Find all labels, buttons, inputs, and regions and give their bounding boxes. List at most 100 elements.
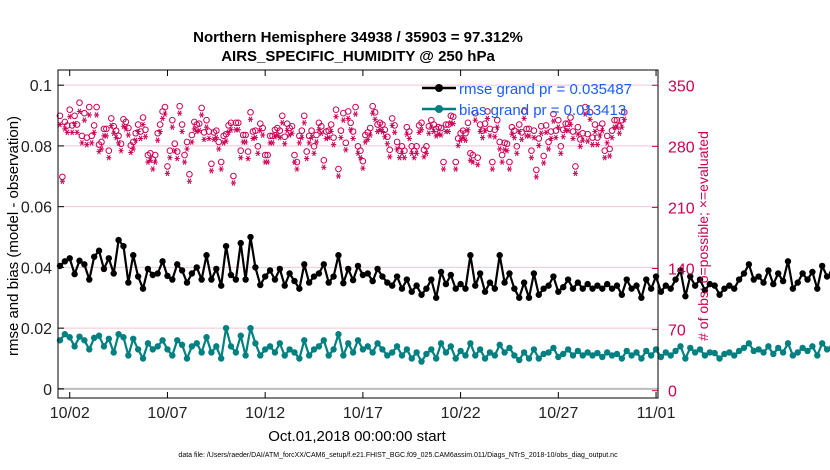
obs-possible-marker: [66, 106, 74, 114]
obs-evaluated-marker: [548, 135, 554, 142]
bias-point: [86, 346, 93, 353]
obs-possible-marker: [445, 121, 452, 128]
rmse-point: [90, 253, 98, 260]
obs-possible-marker: [359, 157, 367, 165]
rmse-point: [437, 268, 445, 276]
footer-data-file: data file: /Users/raeder/DAI/ATM_forcXX/…: [178, 452, 618, 459]
obs-evaluated-marker: [91, 129, 97, 136]
obs-possible-marker: [550, 110, 557, 118]
obs-possible-marker: [291, 151, 298, 159]
obs-evaluated-marker: [460, 134, 466, 141]
rmse-point: [203, 252, 210, 259]
bias-point: [540, 350, 547, 358]
rmse-point: [457, 280, 464, 288]
bias-point: [110, 349, 117, 356]
bias-point: [628, 352, 635, 359]
obs-possible-marker: [98, 138, 105, 146]
rmse-point: [266, 267, 274, 274]
rmse-point: [105, 255, 113, 262]
bias-point: [569, 352, 577, 359]
bias-point: [784, 340, 792, 347]
obs-evaluated-marker: [504, 147, 510, 154]
rmse-point: [691, 282, 699, 289]
obs-possible-marker: [423, 143, 430, 150]
obs-possible-marker: [418, 119, 425, 127]
obs-evaluated-marker: [79, 140, 85, 146]
obs-possible-marker: [105, 147, 113, 155]
rmse-point: [569, 285, 577, 292]
obs-evaluated-marker: [604, 140, 610, 146]
obs-evaluated-marker: [575, 131, 581, 137]
rmse-point: [125, 279, 132, 286]
obs-evaluated-marker: [533, 174, 539, 180]
bias-point: [516, 356, 523, 364]
obs-possible-marker: [349, 128, 357, 135]
bias-point: [535, 355, 542, 362]
y-tick-label: 0.06: [21, 200, 52, 217]
rmse-point: [130, 252, 137, 259]
obs-possible-marker: [261, 151, 269, 159]
rmse-point: [66, 255, 73, 262]
bias-point: [325, 352, 332, 359]
rmse-point: [804, 276, 811, 283]
obs-possible-marker: [305, 132, 313, 140]
obs-evaluated-marker: [289, 130, 295, 137]
obs-evaluated-marker: [616, 130, 623, 137]
rmse-point: [276, 265, 284, 273]
rmse-point: [408, 288, 415, 295]
rmse-point: [330, 273, 337, 280]
bias-point: [188, 343, 196, 350]
obs-evaluated-marker: [159, 115, 166, 122]
obs-evaluated-marker: [352, 111, 359, 117]
rmse-point: [779, 277, 787, 285]
obs-evaluated-marker: [189, 139, 195, 145]
obs-evaluated-marker: [125, 132, 131, 138]
rmse-point: [183, 279, 191, 286]
obs-evaluated-marker: [607, 153, 613, 159]
obs-evaluated-marker: [84, 141, 90, 148]
obs-possible-marker: [300, 112, 308, 120]
obs-possible-marker: [327, 121, 335, 128]
rmse-point: [364, 270, 371, 277]
obs-possible-marker: [503, 140, 511, 148]
obs-possible-marker: [493, 116, 501, 124]
obs-possible-marker: [572, 163, 579, 170]
obs-evaluated-marker: [348, 126, 354, 133]
obs-possible-marker: [232, 119, 240, 127]
legend-rmse-entry: rmse grand pr = 0.035487: [422, 81, 632, 98]
obs-evaluated-marker: [340, 117, 346, 124]
obs-evaluated-marker: [277, 134, 283, 141]
obs-evaluated-marker: [191, 126, 197, 132]
obs-possible-marker: [264, 151, 271, 159]
obs-possible-marker: [213, 127, 220, 134]
obs-possible-marker: [203, 116, 210, 124]
bias-point: [633, 349, 640, 356]
obs-possible-marker: [178, 121, 186, 128]
rmse-point: [467, 252, 474, 259]
obs-evaluated-marker: [494, 124, 500, 130]
bias-point: [809, 343, 816, 350]
obs-possible-marker: [186, 170, 193, 178]
obs-possible-marker: [313, 131, 320, 139]
right-tick-label: 280: [668, 139, 695, 156]
obs-possible-marker: [586, 109, 594, 116]
bias-point: [613, 350, 621, 358]
rmse-point: [281, 282, 288, 289]
bias-point: [501, 349, 508, 356]
bias-point: [579, 352, 586, 359]
obs-possible-marker: [335, 165, 342, 173]
obs-evaluated-marker: [345, 115, 351, 122]
bias-point: [305, 352, 313, 359]
obs-possible-marker: [281, 133, 289, 141]
obs-possible-marker: [242, 131, 249, 139]
bias-point: [623, 347, 630, 355]
obs-evaluated-marker: [404, 131, 410, 137]
bias-point: [731, 352, 738, 359]
bias-point: [603, 349, 611, 356]
bias-point: [242, 352, 249, 359]
obs-possible-marker: [611, 116, 618, 124]
bias-point: [222, 324, 230, 332]
bias-point: [823, 346, 830, 353]
rmse-point: [618, 291, 626, 298]
obs-evaluated-marker: [103, 133, 109, 139]
